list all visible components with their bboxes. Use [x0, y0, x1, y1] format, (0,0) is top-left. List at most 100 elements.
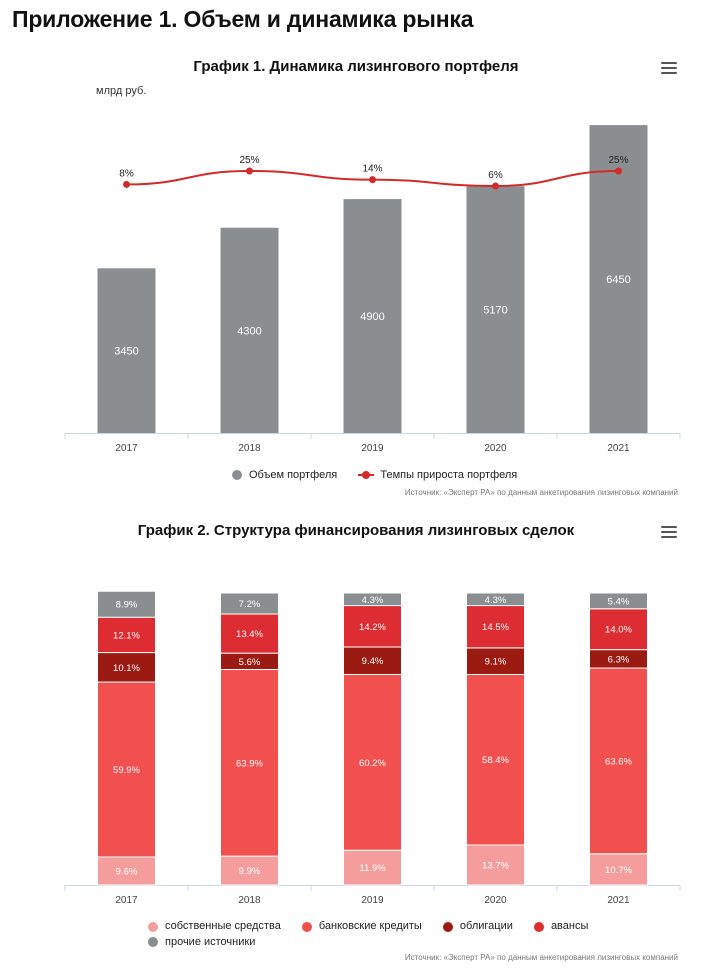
chart1-plot: 3450 2017 4300 2018 4900 2019 5170 2020 6450 2021…: [64, 125, 681, 454]
growth-rate-label: 14%: [362, 164, 382, 175]
stack-segment-label: 14.5%: [482, 622, 509, 633]
stack-segment-label: 9.1%: [485, 657, 507, 668]
stack-segment[interactable]: [343, 849, 402, 886]
growth-rate-point[interactable]: [369, 176, 376, 184]
stack-segment-label: 13.4%: [236, 629, 263, 640]
chart2-source: Источник: «Эксперт РА» по данным анкетир…: [404, 953, 678, 962]
chart1-x-tick-label: 2021: [607, 443, 630, 454]
portfolio-bar[interactable]: [589, 125, 648, 434]
stack-segment-label: 9.9%: [239, 866, 261, 877]
stack-segment[interactable]: [466, 647, 525, 675]
stack-segment-label: 58.4%: [482, 755, 509, 766]
chart1-x-tick-label: 2020: [484, 443, 507, 454]
legend-item-own-funds[interactable]: собственные средства: [148, 920, 281, 933]
legend-swatch-growth: [358, 470, 375, 480]
stack-segment-label: 63.9%: [236, 758, 263, 769]
portfolio-bar-label: 5170: [483, 305, 507, 317]
stack-segment-label: 9.4%: [362, 656, 384, 667]
stack-segment[interactable]: [220, 613, 279, 654]
stack-segment-label: 10.1%: [113, 663, 140, 674]
chart1-x-tick-label: 2018: [238, 443, 261, 454]
stack-segment[interactable]: [343, 673, 402, 851]
legend-swatch-bonds: [442, 921, 453, 932]
legend-item-bank-loans[interactable]: банковские кредиты: [301, 920, 422, 933]
legend-label-bonds: облигации: [459, 920, 513, 932]
legend-item-growth[interactable]: Темпы прироста портфеля: [358, 469, 517, 481]
chart2-x-tick-label: 2018: [238, 895, 261, 906]
portfolio-bar-label: 3450: [114, 346, 138, 358]
stack-segment[interactable]: [220, 669, 279, 857]
stack-segment-label: 11.9%: [359, 863, 386, 874]
page-title: Приложение 1. Объем и динамика рынка: [12, 6, 474, 32]
stack-segment-label: 13.7%: [482, 860, 509, 871]
legend-label-other: прочие источники: [165, 935, 256, 948]
legend-swatch-other: [148, 937, 158, 947]
stack-segment-label: 9.6%: [116, 866, 138, 877]
legend-item-advances[interactable]: авансы: [533, 920, 588, 933]
stack-segment-label: 10.7%: [605, 865, 632, 876]
legend-label-bank-loans: банковские кредиты: [318, 920, 422, 932]
growth-rate-point[interactable]: [123, 180, 130, 188]
stack-segment[interactable]: [97, 590, 156, 618]
chart1-x-tick-label: 2017: [115, 443, 138, 454]
portfolio-bar[interactable]: [343, 199, 402, 433]
growth-rate-point[interactable]: [246, 167, 253, 175]
chart1-x-tick-label: 2019: [361, 443, 384, 454]
stack-segment[interactable]: [97, 856, 156, 886]
legend-swatch-portfolio: [232, 470, 242, 480]
stack-segment-label: 4.3%: [485, 595, 507, 606]
chart1-menu-icon[interactable]: [661, 62, 677, 76]
portfolio-bar[interactable]: [466, 186, 525, 433]
chart1-unit-label: млрд руб.: [96, 85, 147, 97]
stack-segment-label: 5.6%: [239, 657, 261, 668]
legend-swatch-bank-loans: [301, 921, 312, 932]
growth-rate-label: 6%: [488, 170, 503, 181]
portfolio-bar[interactable]: [220, 227, 279, 433]
stack-segment-label: 4.3%: [362, 595, 384, 606]
legend-swatch-advances: [533, 921, 544, 932]
chart2-x-tick-label: 2017: [115, 895, 138, 906]
portfolio-bar-label: 6450: [606, 274, 630, 286]
stack-segment-label: 14.2%: [359, 622, 386, 633]
portfolio-bar[interactable]: [97, 268, 156, 433]
growth-rate-label: 25%: [608, 155, 628, 166]
growth-rate-point[interactable]: [615, 167, 622, 175]
stack-segment-label: 63.6%: [605, 756, 632, 767]
chart2-plot: 9.6% 59.9% 10.1% 12.1% 8.9% 2017 9.9% 63.9% 5.6%…: [64, 590, 681, 906]
stack-segment-label: 7.2%: [239, 599, 261, 610]
stack-segment[interactable]: [97, 616, 156, 654]
stack-segment[interactable]: [97, 681, 156, 858]
portfolio-bar-label: 4300: [237, 325, 261, 337]
growth-rate-label: 25%: [239, 155, 259, 166]
chart1-source: Источник: «Эксперт РА» по данным анкетир…: [404, 488, 678, 497]
legend-item-bonds[interactable]: облигации: [442, 920, 513, 933]
stack-segment[interactable]: [466, 844, 525, 886]
stack-segment-label: 59.9%: [113, 765, 140, 776]
stack-segment[interactable]: [343, 592, 402, 607]
stack-segment[interactable]: [97, 652, 156, 683]
stack-segment-label: 60.2%: [359, 758, 386, 769]
stack-segment[interactable]: [589, 853, 648, 886]
legend-swatch-own-funds: [148, 921, 158, 932]
stack-segment[interactable]: [589, 592, 648, 610]
stack-segment-label: 5.4%: [608, 596, 630, 607]
stack-segment[interactable]: [466, 592, 525, 607]
portfolio-bar-label: 4900: [360, 311, 384, 323]
stack-segment[interactable]: [343, 646, 402, 675]
chart2-x-tick-label: 2021: [607, 895, 630, 906]
stack-segment-label: 6.3%: [608, 654, 630, 665]
growth-rate-point[interactable]: [492, 182, 499, 190]
stack-segment-label: 14.0%: [605, 625, 632, 636]
stack-segment[interactable]: [589, 667, 648, 855]
chart1-title: График 1. Динамика лизингового портфеля: [193, 58, 519, 75]
chart2-legend: собственные средства банковские кредиты …: [148, 920, 668, 951]
stack-segment[interactable]: [343, 605, 402, 648]
legend-item-portfolio[interactable]: Объем портфеля: [232, 469, 337, 481]
legend-item-other[interactable]: прочие источники: [148, 936, 255, 949]
chart2-menu-icon[interactable]: [661, 526, 677, 540]
stack-segment[interactable]: [220, 592, 279, 615]
chart2-x-tick-label: 2019: [361, 895, 384, 906]
growth-rate-label: 8%: [119, 168, 134, 179]
stack-segment[interactable]: [220, 855, 279, 886]
legend-label-growth: Темпы прироста портфеля: [380, 469, 518, 481]
